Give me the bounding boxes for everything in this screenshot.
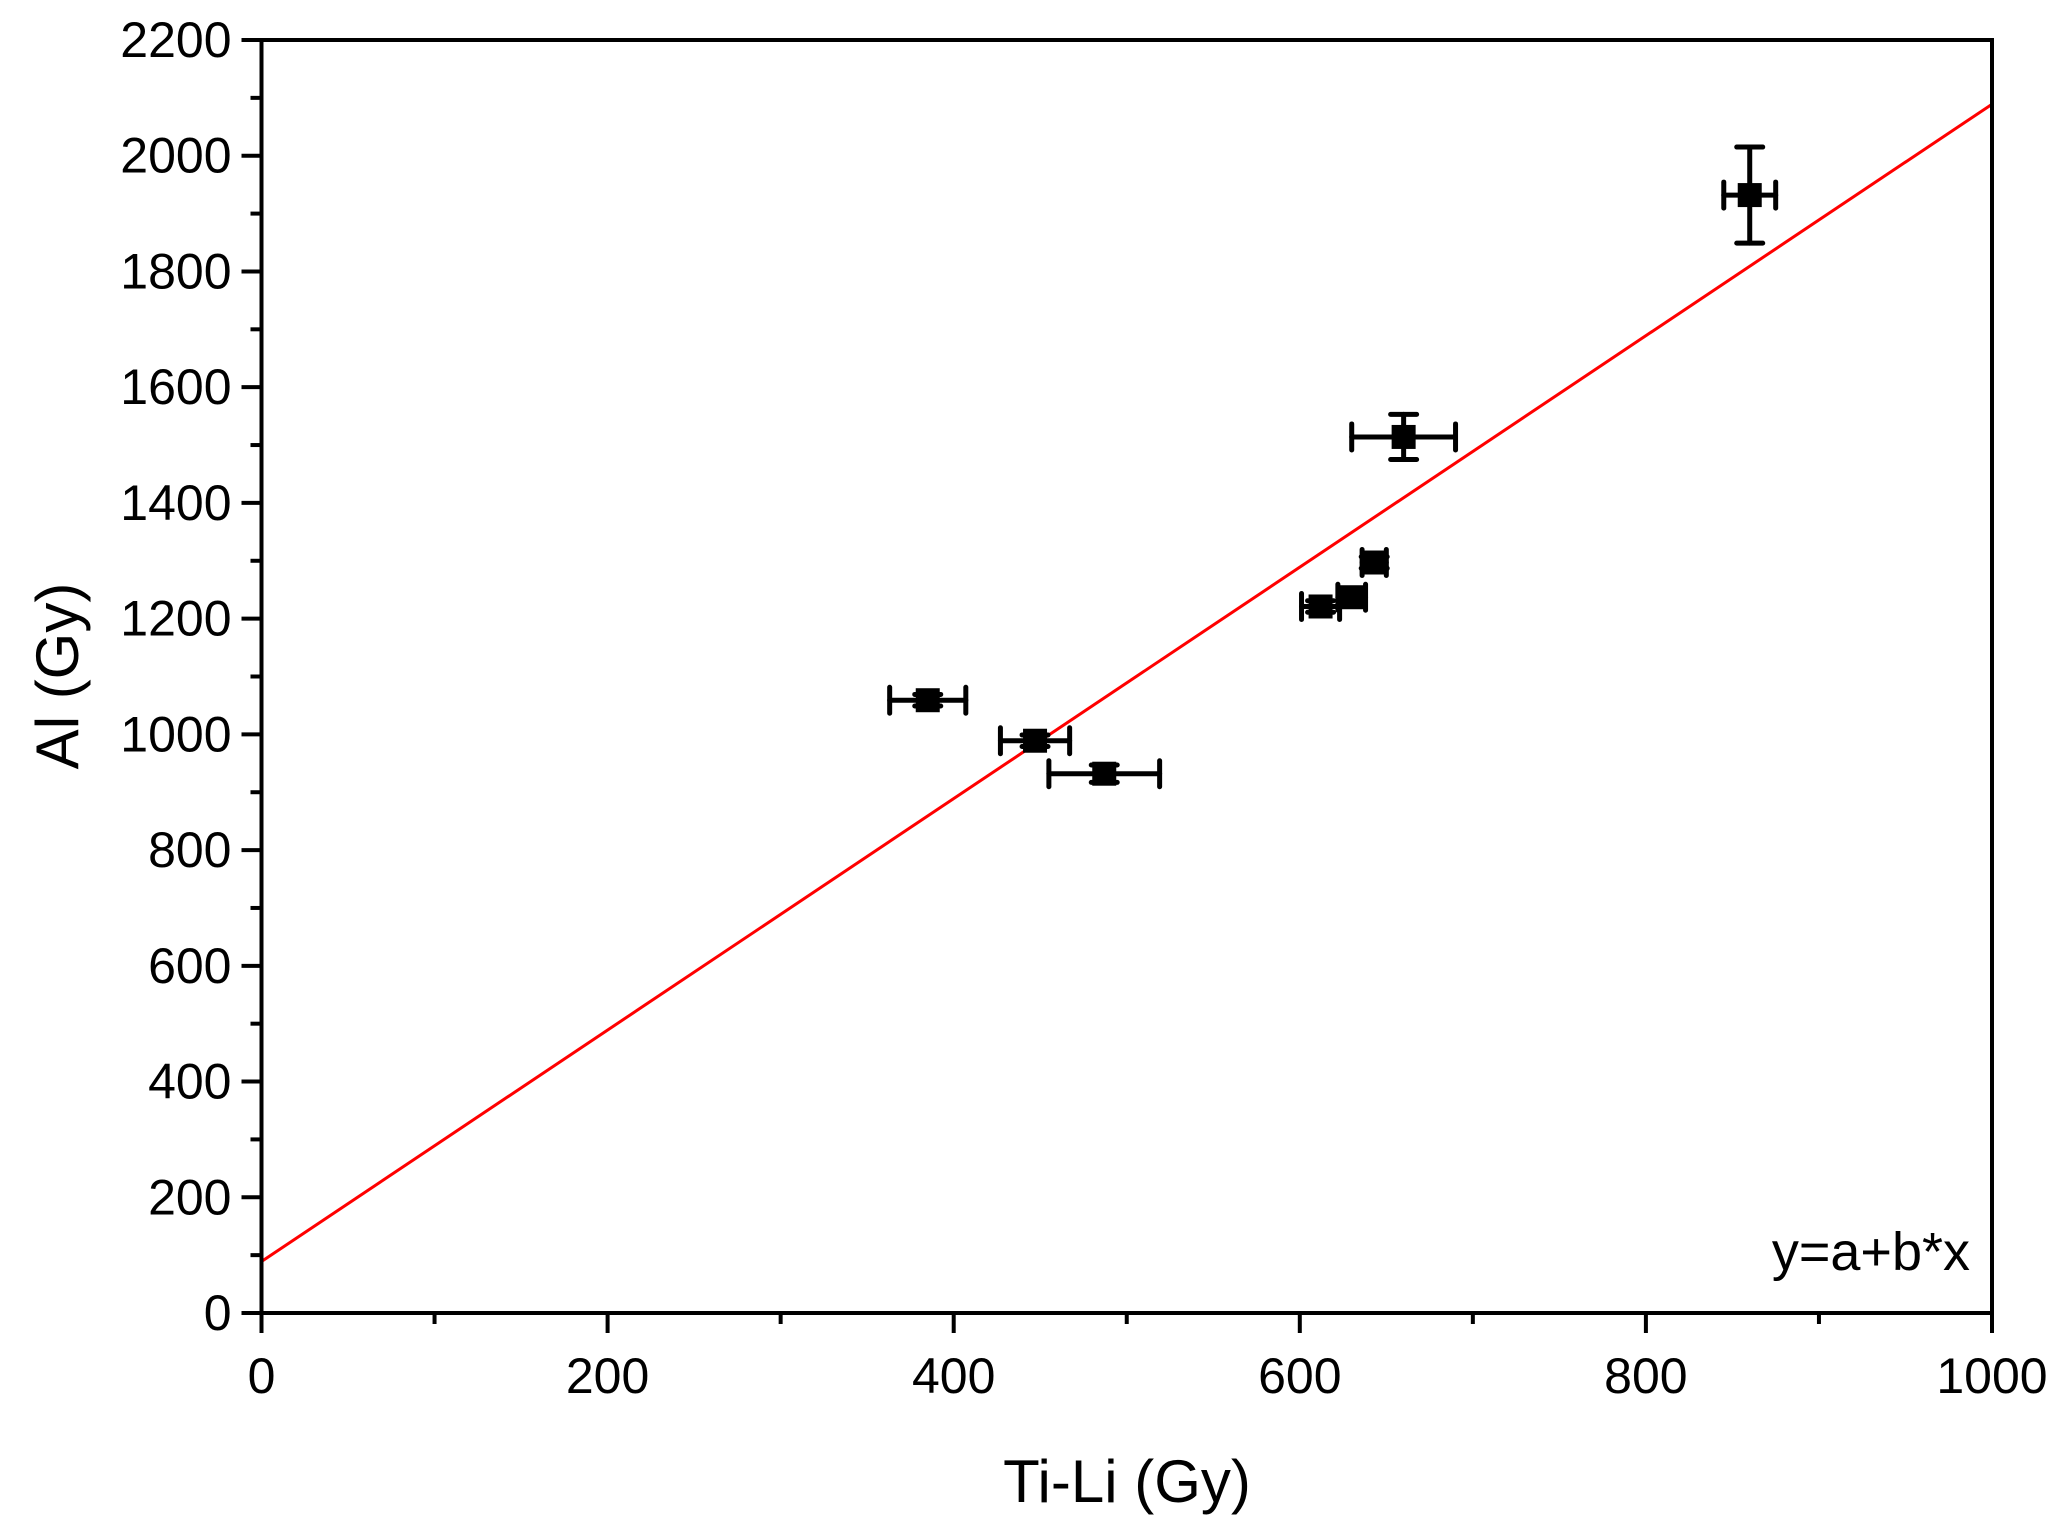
y-tick-label: 800	[148, 822, 231, 878]
square-marker	[1391, 424, 1416, 449]
x-tick-label: 400	[912, 1348, 995, 1404]
y-tick-label: 2000	[120, 128, 231, 184]
square-marker	[1362, 550, 1387, 575]
x-tick-label: 600	[1258, 1348, 1341, 1404]
y-tick-label: 1200	[120, 591, 231, 647]
data-point	[1358, 547, 1390, 579]
square-marker	[1308, 594, 1333, 619]
y-tick-label: 600	[148, 938, 231, 994]
x-tick-label: 800	[1604, 1348, 1687, 1404]
y-tick-label: 200	[148, 1169, 231, 1225]
square-marker	[1339, 585, 1364, 610]
square-marker	[1023, 728, 1048, 753]
x-tick-label: 1000	[1936, 1348, 2047, 1404]
y-tick-label: 2200	[120, 12, 231, 68]
x-tick-label: 0	[248, 1348, 276, 1404]
x-tick-label: 200	[566, 1348, 649, 1404]
data-point	[1335, 581, 1369, 613]
data-point	[1349, 411, 1459, 463]
linear-fit-line	[260, 102, 1993, 1263]
y-tick-label: 1000	[120, 706, 231, 762]
data-point	[1046, 758, 1163, 790]
y-axis-label: Al (Gy)	[24, 583, 91, 770]
data-point	[887, 684, 969, 716]
plot-frame	[259, 38, 1994, 1315]
y-tick-label: 1600	[120, 359, 231, 415]
data-point	[1721, 144, 1779, 246]
y-tick-label: 1800	[120, 243, 231, 299]
square-marker	[1092, 761, 1117, 786]
square-marker	[915, 688, 940, 713]
fit-equation-annotation: y=a+b*x	[1772, 1222, 1970, 1282]
square-marker	[1737, 183, 1762, 208]
y-tick-label: 400	[148, 1054, 231, 1110]
x-axis-label: Ti-Li (Gy)	[1003, 1448, 1251, 1515]
y-tick-label: 0	[204, 1285, 232, 1341]
data-point	[997, 725, 1073, 757]
y-tick-label: 1400	[120, 475, 231, 531]
data-point	[1299, 590, 1343, 622]
